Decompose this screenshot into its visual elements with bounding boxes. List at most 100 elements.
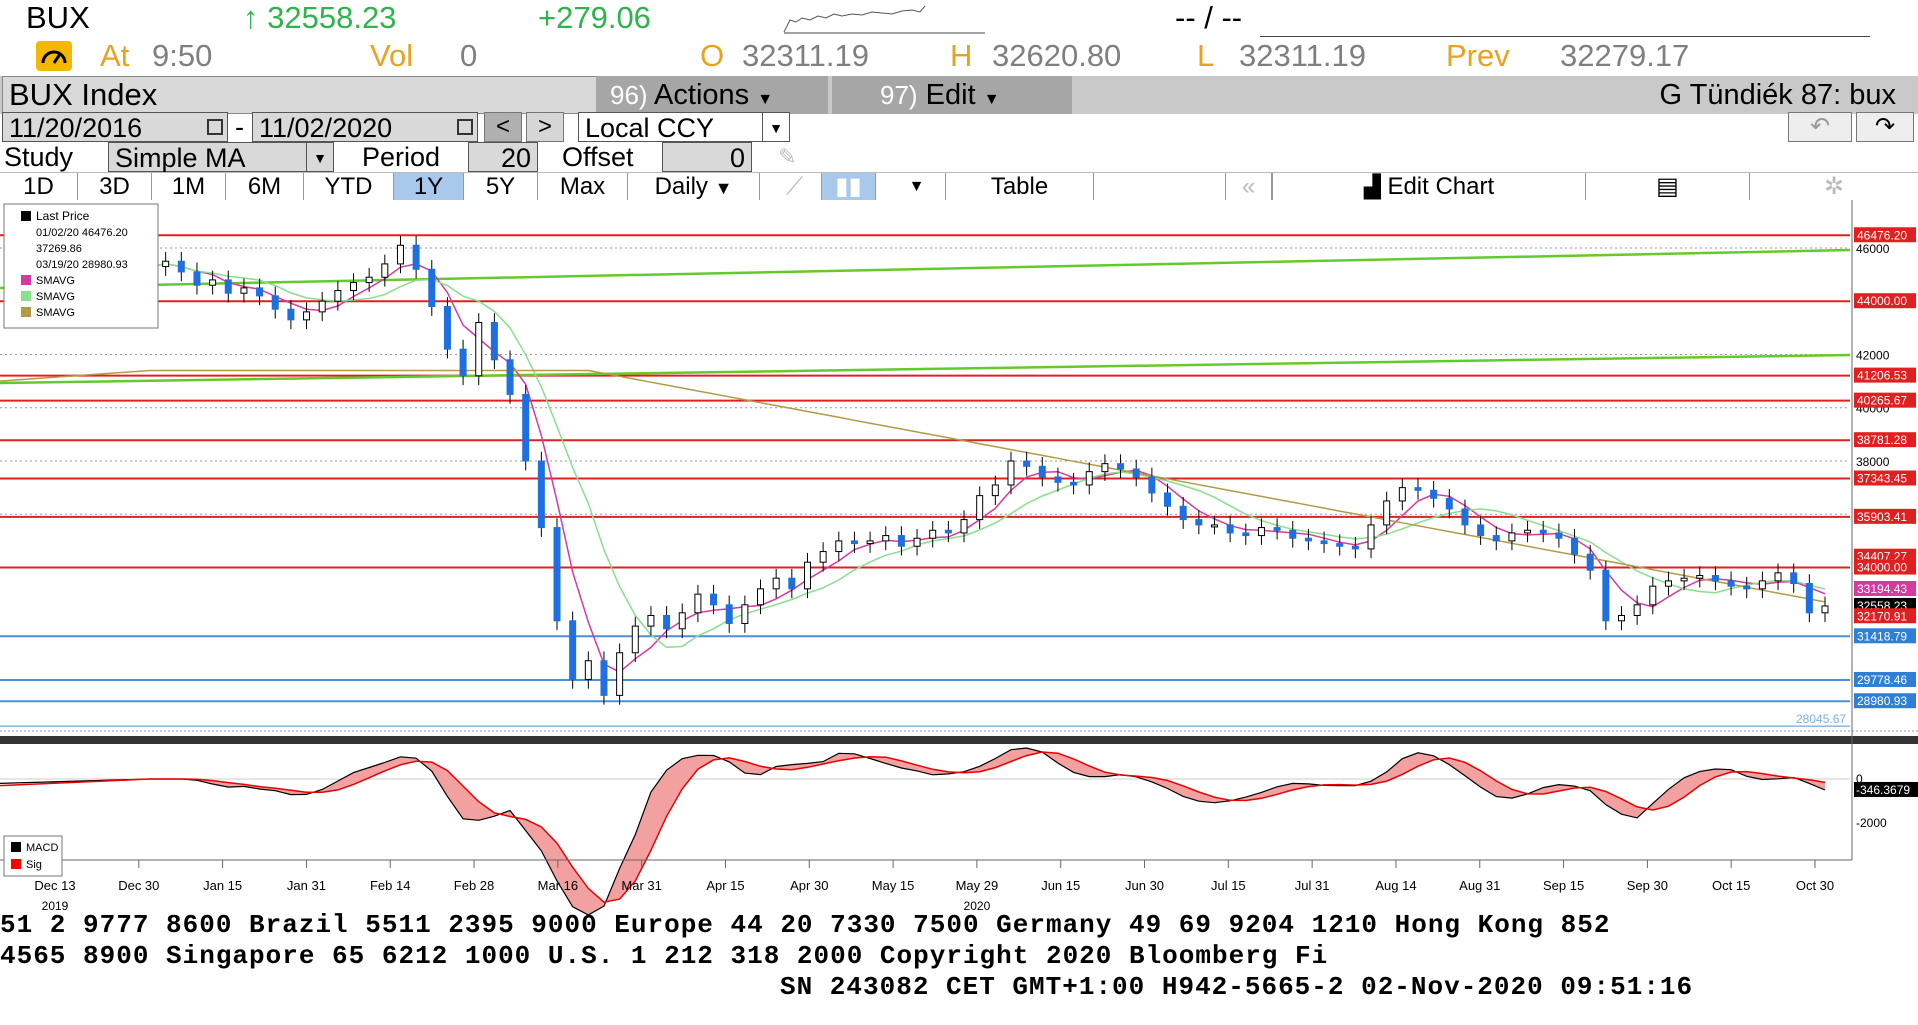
range-max-button[interactable]: Max	[538, 173, 628, 201]
calendar-icon[interactable]	[207, 119, 223, 135]
legend-sma-3: SMAVG	[36, 307, 75, 319]
actions-menu[interactable]: 96) Actions ▼	[596, 76, 828, 114]
candle-body	[1743, 585, 1751, 590]
date-row: 11/20/2016 - 11/02/2020 < > Local CCY ▼ …	[0, 112, 1918, 143]
candle-body	[882, 535, 890, 542]
range-3d-button[interactable]: 3D	[78, 173, 152, 201]
candle-body	[913, 537, 921, 547]
x-tick-label: May 15	[872, 878, 915, 893]
x-tick-label: Dec 30	[118, 878, 159, 893]
candle-body	[663, 614, 671, 630]
calendar-icon[interactable]	[457, 119, 473, 135]
legend-sma-2: SMAVG	[36, 291, 75, 303]
annotate-icon[interactable]: ▤	[1586, 173, 1750, 201]
range-ytd-button[interactable]: YTD	[304, 173, 394, 201]
legend-low: 03/19/20 28980.93	[36, 259, 128, 271]
end-date-field[interactable]: 11/02/2020	[252, 112, 478, 143]
range-1d-button[interactable]: 1D	[0, 173, 78, 201]
gauge-icon[interactable]	[36, 41, 72, 71]
date-separator: -	[235, 112, 244, 142]
candle-chart-icon[interactable]: ▮▮	[822, 173, 876, 201]
study-label: Study	[4, 142, 74, 172]
level-label-bg	[1854, 227, 1916, 243]
prev-period-button[interactable]: <	[484, 112, 522, 142]
range-1m-button[interactable]: 1M	[152, 173, 226, 201]
next-period-button[interactable]: >	[526, 112, 564, 142]
sma-200-line	[0, 369, 1826, 603]
x-tick-label: Jun 15	[1041, 878, 1080, 893]
candle-body	[193, 271, 201, 286]
candle-body	[1038, 465, 1046, 478]
chart-type-dropdown[interactable]: ▼	[888, 173, 946, 201]
study-type-select[interactable]: Simple MA ▼	[108, 142, 334, 173]
gear-icon[interactable]: ✲	[1823, 173, 1845, 200]
candle-body	[240, 287, 248, 294]
candle-body	[1617, 614, 1625, 622]
candle-body	[506, 359, 514, 395]
candle-body	[537, 460, 545, 529]
candle-body	[1320, 540, 1328, 545]
level-label-bg	[1854, 293, 1916, 309]
candle-body	[224, 279, 232, 294]
bid-ask: -- / --	[1175, 0, 1243, 35]
edit-chart-button[interactable]: ▟ Edit Chart	[1272, 173, 1586, 201]
quote-line-1: BUX ↑ 32558.23 +279.06 -- / --	[0, 0, 1918, 37]
candle-body	[788, 577, 796, 590]
quote-time: 9:50	[152, 38, 213, 73]
legend-average: 37269.86	[36, 243, 82, 255]
collapse-icon[interactable]: «	[1226, 173, 1272, 201]
period-field[interactable]: 20	[468, 142, 538, 173]
undo-icon[interactable]: ↶	[1788, 112, 1852, 142]
candle-body	[1430, 489, 1438, 499]
level-label-bg	[1854, 367, 1916, 383]
x-tick-label: Aug 14	[1375, 878, 1416, 893]
candle-body	[522, 393, 530, 462]
currency-select[interactable]: Local CCY ▼	[578, 112, 790, 143]
range-6m-button[interactable]: 6M	[226, 173, 304, 201]
candle-body	[1164, 492, 1172, 507]
pencil-icon[interactable]: ✎	[778, 144, 797, 169]
level-label-bg	[1854, 628, 1916, 644]
level-label: 28980.93	[1857, 694, 1907, 708]
pane-divider	[0, 736, 1918, 744]
candle-body	[1539, 529, 1547, 534]
line-chart-icon[interactable]: ⟋	[768, 173, 822, 201]
level-label: 38781.28	[1857, 433, 1907, 447]
candle-body	[428, 268, 436, 308]
x-tick-label: Dec 13	[34, 878, 75, 893]
price-chart[interactable]: 46000440004200040000380003600046476.2044…	[0, 200, 1918, 918]
level-label: 34000.00	[1857, 561, 1907, 575]
candle-body	[866, 540, 874, 545]
candle-body	[647, 614, 655, 627]
low-value: 32311.19	[1239, 38, 1366, 73]
edit-menu[interactable]: 97) Edit ▼	[832, 76, 1072, 114]
candle-body	[960, 519, 968, 534]
range-1y-button[interactable]: 1Y	[394, 173, 464, 201]
candle-body	[162, 260, 170, 268]
candle-body	[1179, 505, 1187, 521]
period-label: Period	[362, 142, 441, 172]
candle-body	[835, 540, 843, 553]
table-button[interactable]: Table	[946, 173, 1094, 201]
security-name[interactable]: BUX Index	[2, 76, 600, 114]
start-date-field[interactable]: 11/20/2016	[2, 112, 228, 143]
x-tick-label: Oct 30	[1796, 878, 1834, 893]
range-5y-button[interactable]: 5Y	[464, 173, 538, 201]
frequency-select[interactable]: Daily ▼	[628, 173, 760, 201]
level-label: 44000.00	[1857, 294, 1907, 308]
candle-body	[694, 593, 702, 614]
candle-body	[271, 295, 279, 310]
high-label: H	[950, 38, 973, 73]
open-label: O	[700, 38, 725, 73]
macd-last-bg	[1854, 781, 1918, 797]
candle-body	[1085, 471, 1093, 486]
candle-body	[1398, 487, 1406, 502]
candle-body	[1023, 460, 1031, 467]
y-axis-labels: 46000440004200040000380003600046476.2044…	[1796, 227, 1916, 726]
x-tick-label: Feb 14	[370, 878, 410, 893]
redo-icon[interactable]: ↷	[1856, 112, 1914, 142]
candle-body	[1367, 524, 1375, 550]
signal-line	[0, 751, 1826, 904]
offset-field[interactable]: 0	[662, 142, 752, 173]
candle-body	[318, 300, 326, 313]
